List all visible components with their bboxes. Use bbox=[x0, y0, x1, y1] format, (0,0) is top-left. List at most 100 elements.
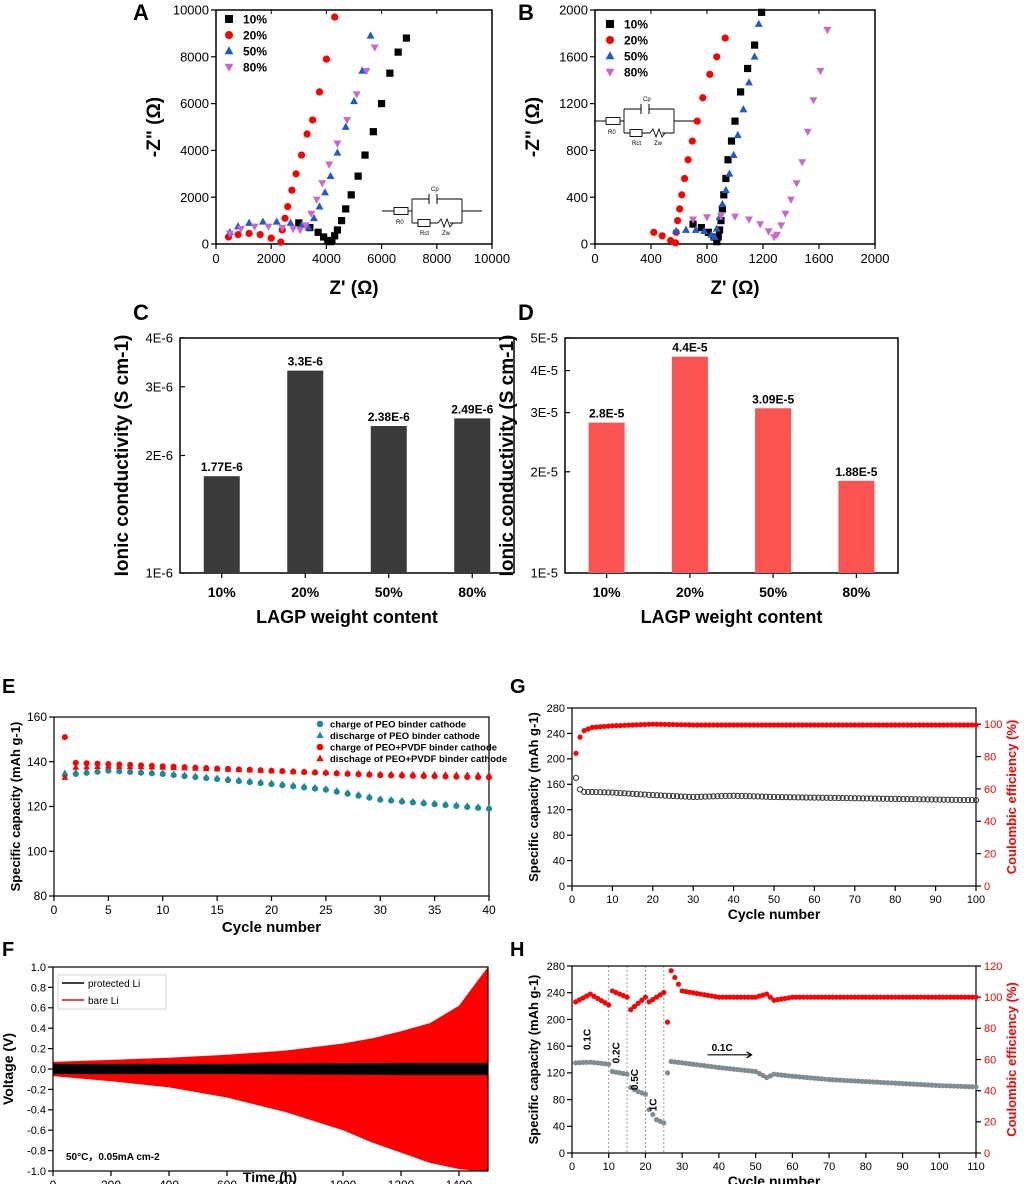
panel-f-y-axis-label: Voltage (V) bbox=[0, 1033, 16, 1105]
panel-h-x-tick-label: 80 bbox=[860, 1161, 872, 1173]
panel-g-x-tick-label: 50 bbox=[768, 894, 780, 906]
panel-b-legend-label: 80% bbox=[624, 66, 648, 80]
panel-g-capacity-point bbox=[855, 795, 862, 802]
panel-d-x-tick-label: 20% bbox=[676, 584, 705, 600]
panel-a-point bbox=[341, 122, 350, 130]
panel-e-point bbox=[387, 795, 395, 802]
panel-h-efficiency-point bbox=[925, 994, 931, 1000]
panel-h-efficiency-point bbox=[800, 994, 806, 1000]
panel-g-efficiency-point bbox=[973, 722, 979, 728]
panel-h-capacity-point bbox=[646, 1106, 652, 1113]
panel-b-point bbox=[691, 225, 700, 233]
panel-b-point bbox=[727, 137, 736, 145]
panel-g-capacity-point bbox=[581, 788, 588, 796]
panel-e-point bbox=[300, 768, 308, 775]
panel-e-point bbox=[202, 773, 210, 780]
panel-e-point bbox=[409, 770, 417, 777]
panel-e-point bbox=[61, 734, 68, 741]
panel-b-point bbox=[684, 156, 692, 164]
panel-h-x-tick-label: 90 bbox=[896, 1161, 908, 1173]
panel-c-bar bbox=[287, 370, 324, 573]
panel-h-efficiency-point bbox=[899, 994, 906, 1000]
panel-b-point bbox=[676, 205, 684, 213]
panel-b-point bbox=[823, 27, 832, 35]
panel-b-point bbox=[781, 210, 790, 218]
panel-g-y-tick-label: 160 bbox=[547, 779, 565, 791]
panel-e-point bbox=[311, 783, 319, 790]
panel-b-x-tick-label: 800 bbox=[696, 251, 718, 266]
panel-h-y2-tick-label: 20 bbox=[984, 1117, 996, 1129]
panel-d-x-tick-label: 50% bbox=[759, 584, 788, 600]
panel-g-capacity-point bbox=[649, 791, 656, 799]
panel-b-point bbox=[725, 169, 734, 177]
panel-label-e: E bbox=[2, 676, 15, 698]
panel-g-efficiency-point bbox=[735, 722, 741, 728]
panel-e-point bbox=[202, 765, 210, 772]
panel-e-point bbox=[181, 764, 188, 771]
panel-g-capacity-point bbox=[766, 793, 774, 800]
panel-e-point bbox=[159, 769, 167, 776]
panel-h-efficiency-point bbox=[628, 1007, 634, 1013]
panel-g-efficiency-point bbox=[646, 721, 652, 727]
panel-e-y-tick-label: 120 bbox=[27, 800, 47, 814]
panel-e-point bbox=[235, 776, 243, 783]
panel-g-capacity-point bbox=[944, 796, 951, 803]
panel-h-y2-tick-label: 0 bbox=[984, 1148, 990, 1160]
panel-g-efficiency-point bbox=[795, 722, 801, 728]
panel-b-point bbox=[722, 174, 730, 183]
panel-b-point bbox=[745, 216, 753, 224]
panel-h-y-tick-label: 160 bbox=[547, 1041, 565, 1053]
panel-e-point bbox=[137, 763, 145, 770]
panel-g-capacity-point bbox=[633, 790, 640, 798]
panel-a-point bbox=[309, 116, 317, 124]
panel-e-point bbox=[344, 789, 351, 796]
panel-h-efficiency-point bbox=[624, 994, 630, 1000]
panel-b-point bbox=[758, 8, 766, 16]
panel-g-capacity-point bbox=[928, 796, 935, 803]
panel-a-point bbox=[264, 223, 273, 231]
panel-h-efficiency-point bbox=[958, 994, 964, 1000]
panel-h-efficiency-point bbox=[855, 994, 862, 1000]
panel-e-point bbox=[72, 759, 79, 766]
panel-g-capacity-point bbox=[964, 796, 972, 804]
panel-f-x-axis-label: Time (h) bbox=[243, 1169, 297, 1184]
panel-h-efficiency-point bbox=[866, 994, 873, 1000]
panel-b-point bbox=[721, 34, 729, 42]
panel-a-point bbox=[333, 148, 342, 156]
panel-g-efficiency-point bbox=[630, 722, 636, 728]
panel-g-capacity-point bbox=[835, 794, 842, 802]
panel-e-point bbox=[192, 772, 199, 779]
panel-h-efficiency-point bbox=[830, 994, 836, 1000]
panel-g-efficiency-point bbox=[840, 722, 846, 728]
panel-g-capacity-point bbox=[677, 793, 685, 800]
panel-b-point bbox=[714, 233, 722, 241]
panel-g-capacity-point bbox=[896, 795, 903, 803]
panel-h-efficiency-point bbox=[789, 994, 795, 1000]
chart-a-nyquist: 0 2000 4000 6000 8000 10000 0 2000 4000 6000 8000 1… bbox=[144, 3, 510, 299]
panel-e-point bbox=[289, 767, 297, 774]
panel-a-x-axis-label: Z' (Ω) bbox=[329, 278, 378, 299]
panel-label-d: D bbox=[518, 300, 534, 325]
panel-a-point bbox=[250, 223, 259, 231]
panel-b-point bbox=[792, 180, 801, 188]
panel-g-efficiency-point bbox=[698, 722, 704, 728]
panel-b-point bbox=[731, 117, 739, 125]
panel-g-efficiency-point bbox=[601, 723, 607, 730]
panel-g-y2-tick-label: 40 bbox=[984, 816, 996, 828]
panel-g-capacity-point bbox=[653, 792, 660, 799]
panel-g-efficiency-point bbox=[815, 722, 822, 728]
panel-e-y-axis-label: Specific capacity (mAh g-1) bbox=[8, 722, 23, 892]
panel-c-y-tick-label: 2E-6 bbox=[146, 448, 173, 463]
panel-h-efficiency-point bbox=[642, 994, 649, 1000]
panel-f-x-tick-label: 200 bbox=[101, 1178, 121, 1184]
panel-g-y2-axis-label: Coulombic efficiency (%) bbox=[1004, 720, 1019, 875]
panel-e-point bbox=[105, 765, 112, 772]
panel-h-efficiency-point bbox=[664, 1019, 671, 1025]
panel-c-bar-value-label: 2.49E-6 bbox=[451, 402, 493, 416]
panel-a-legend-marker bbox=[224, 63, 234, 72]
panel-h-efficiency-point bbox=[672, 974, 678, 981]
panel-a-point bbox=[366, 31, 375, 39]
panel-h-y-tick-label: 120 bbox=[547, 1068, 565, 1080]
panel-g-efficiency-point bbox=[868, 722, 874, 728]
panel-a-point bbox=[402, 34, 411, 42]
